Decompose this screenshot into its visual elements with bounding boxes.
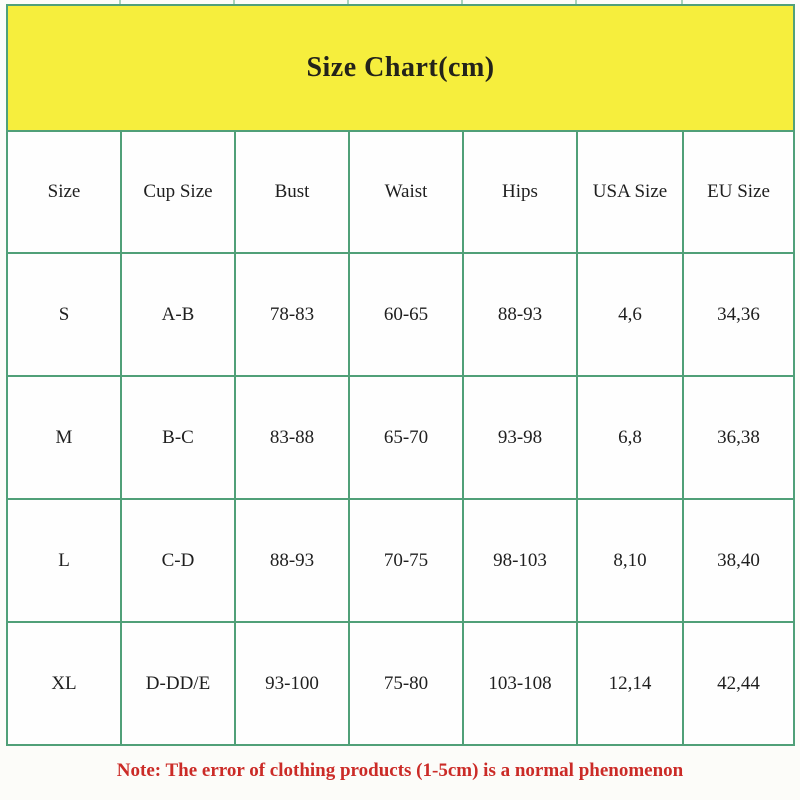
note-text: Note: The error of clothing products (1-… [116,760,684,781]
table-cell: 12,14 [576,621,684,746]
header-cell-bust: Bust [234,130,350,254]
table-cell: 93-100 [234,621,350,746]
size-chart-table: Size Chart(cm) Size Cup Size Bust Waist … [5,4,796,746]
header-row: Size Cup Size Bust Waist Hips USA Size E… [6,130,796,254]
table-cell: 88-93 [234,498,350,623]
table-cell: M [6,375,122,500]
table-cell: S [6,252,122,377]
table-cell: 36,38 [681,375,796,500]
table-cell: 103-108 [462,621,578,746]
table-cell: 65-70 [348,375,464,500]
cropped-row-ticks [6,0,793,4]
header-cell-cup-size: Cup Size [120,130,236,254]
table-cell: 78-83 [234,252,350,377]
table-cell: D-DD/E [120,621,236,746]
table-cell: A-B [120,252,236,377]
table-cell: C-D [120,498,236,623]
column-tick [575,0,577,4]
header-cell-size: Size [6,130,122,254]
table-cell: 38,40 [681,498,796,623]
table-cell: 6,8 [576,375,684,500]
table-cell: 70-75 [348,498,464,623]
table-cell: L [6,498,122,623]
title-banner-row: Size Chart(cm) [5,4,796,132]
table-row-xl: XL D-DD/E 93-100 75-80 103-108 12,14 42,… [6,621,796,746]
column-tick [233,0,235,4]
table-cell: 4,6 [576,252,684,377]
table-cell: 75-80 [348,621,464,746]
table-cell: 42,44 [681,621,796,746]
header-cell-eu-size: EU Size [681,130,796,254]
header-cell-usa-size: USA Size [576,130,684,254]
table-cell: B-C [120,375,236,500]
column-tick [119,0,121,4]
table-cell: 83-88 [234,375,350,500]
table-cell: 60-65 [348,252,464,377]
table-cell: 93-98 [462,375,578,500]
table-cell: XL [6,621,122,746]
table-row-l: L C-D 88-93 70-75 98-103 8,10 38,40 [6,498,796,623]
header-cell-hips: Hips [462,130,578,254]
table-cell: 8,10 [576,498,684,623]
chart-title: Size Chart(cm) [5,4,796,132]
table-cell: 88-93 [462,252,578,377]
table-row-m: M B-C 83-88 65-70 93-98 6,8 36,38 [6,375,796,500]
column-tick [347,0,349,4]
header-cell-waist: Waist [348,130,464,254]
table-row-s: S A-B 78-83 60-65 88-93 4,6 34,36 [6,252,796,377]
table-cell: 34,36 [681,252,796,377]
column-tick [461,0,463,4]
table-cell: 98-103 [462,498,578,623]
column-tick [681,0,683,4]
